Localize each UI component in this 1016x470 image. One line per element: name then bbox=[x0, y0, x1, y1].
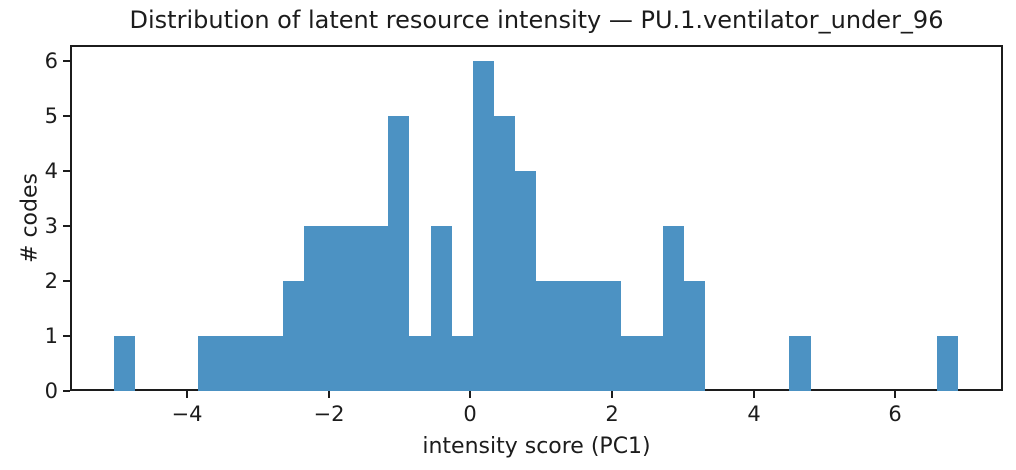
histogram-bar bbox=[578, 281, 599, 391]
x-tick-label: 6 bbox=[888, 402, 902, 426]
histogram-bar bbox=[452, 336, 473, 391]
x-tick-mark bbox=[611, 391, 613, 398]
histogram-bar bbox=[431, 226, 452, 391]
y-tick-label: 3 bbox=[44, 214, 58, 238]
y-tick-label: 0 bbox=[44, 379, 58, 403]
histogram-bar bbox=[621, 336, 642, 391]
x-tick-label: 4 bbox=[747, 402, 761, 426]
y-tick-label: 5 bbox=[44, 104, 58, 128]
y-tick-mark bbox=[63, 115, 70, 117]
y-tick-mark bbox=[63, 225, 70, 227]
histogram-bar bbox=[325, 226, 346, 391]
x-tick-mark bbox=[469, 391, 471, 398]
y-tick-label: 4 bbox=[44, 159, 58, 183]
histogram-bar bbox=[219, 336, 241, 391]
histogram-bar bbox=[663, 226, 684, 391]
histogram-bar bbox=[515, 171, 536, 391]
y-tick-mark bbox=[63, 280, 70, 282]
x-tick-mark bbox=[328, 391, 330, 398]
plot-area bbox=[70, 45, 1003, 391]
histogram-bar bbox=[346, 226, 367, 391]
y-tick-label: 6 bbox=[44, 49, 58, 73]
x-axis-label: intensity score (PC1) bbox=[422, 434, 651, 459]
y-tick-mark bbox=[63, 170, 70, 172]
histogram-bar bbox=[283, 281, 304, 391]
x-tick-label: 0 bbox=[463, 402, 477, 426]
histogram-bar bbox=[789, 336, 811, 391]
x-tick-label: −2 bbox=[313, 402, 345, 426]
histogram-bar bbox=[304, 226, 325, 391]
histogram-bar bbox=[114, 336, 135, 391]
y-tick-mark bbox=[63, 60, 70, 62]
histogram-bar bbox=[557, 281, 578, 391]
histogram-bar bbox=[642, 336, 663, 391]
histogram-bar bbox=[262, 336, 283, 391]
x-tick-label: −4 bbox=[171, 402, 203, 426]
histogram-bar bbox=[198, 336, 219, 391]
histogram-bar bbox=[241, 336, 262, 391]
x-tick-mark bbox=[894, 391, 896, 398]
histogram-bar bbox=[684, 281, 705, 391]
x-tick-label: 2 bbox=[605, 402, 619, 426]
histogram-bar bbox=[409, 336, 431, 391]
y-tick-label: 1 bbox=[44, 324, 58, 348]
histogram-bar bbox=[473, 61, 494, 391]
histogram-bar bbox=[388, 116, 409, 391]
histogram-bar bbox=[367, 226, 388, 391]
histogram-bar bbox=[536, 281, 557, 391]
histogram-bar bbox=[937, 336, 958, 391]
x-tick-mark bbox=[753, 391, 755, 398]
x-tick-mark bbox=[186, 391, 188, 398]
histogram-bar bbox=[494, 116, 515, 391]
y-tick-label: 2 bbox=[44, 269, 58, 293]
y-tick-mark bbox=[63, 335, 70, 337]
y-tick-mark bbox=[63, 390, 70, 392]
histogram-bar bbox=[599, 281, 621, 391]
chart-title: Distribution of latent resource intensit… bbox=[129, 6, 944, 34]
